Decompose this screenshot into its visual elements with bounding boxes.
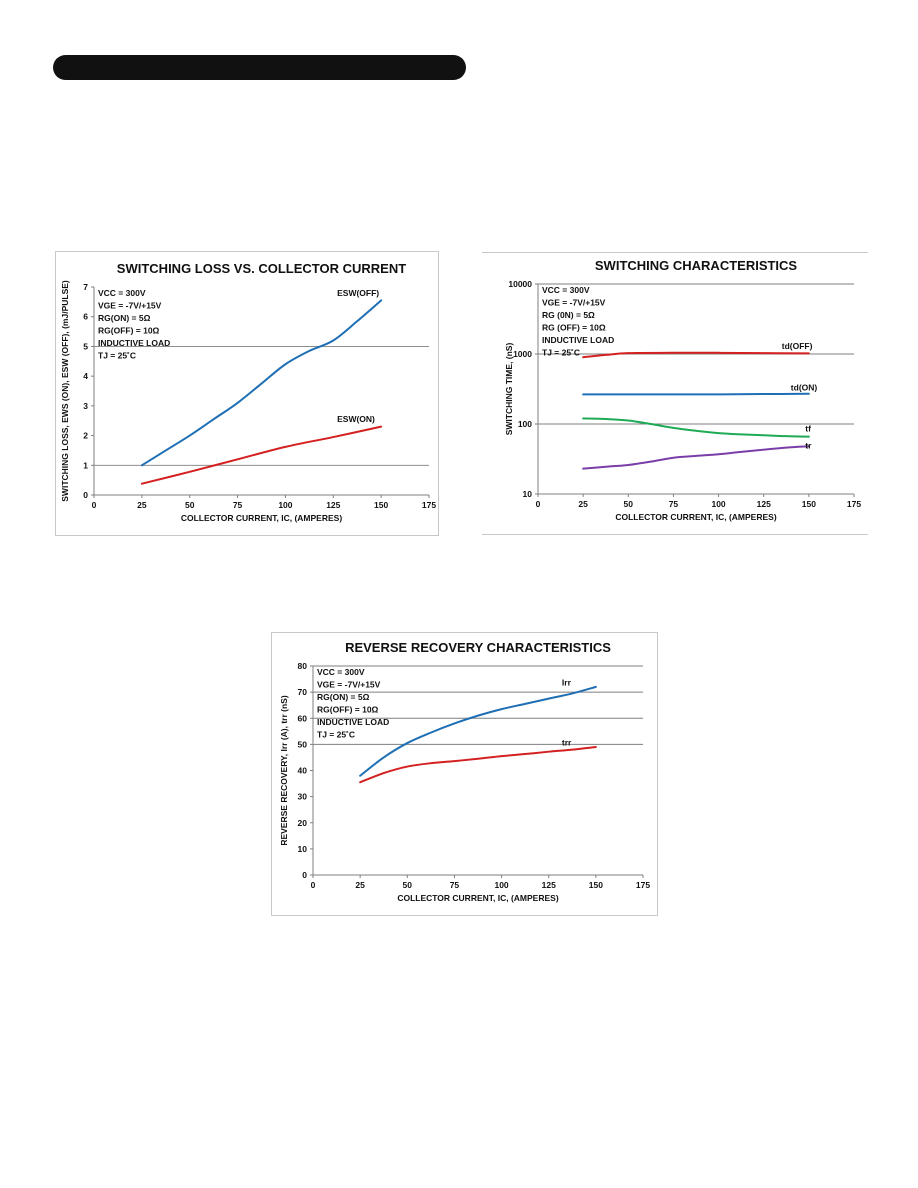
y-axis-label: SWITCHING TIME, (nS) (504, 343, 514, 436)
x-tick-label: 0 (536, 499, 541, 509)
x-tick-label: 75 (669, 499, 679, 509)
test-condition: RG(ON) = 5Ω (98, 313, 151, 323)
y-tick-label: 0 (83, 490, 88, 500)
x-tick-label: 75 (233, 500, 243, 510)
test-condition: RG (OFF) = 10Ω (542, 323, 606, 333)
y-tick-label: 10000 (508, 279, 532, 289)
test-condition: RG(ON) = 5Ω (317, 692, 370, 702)
series-label-td-off: td(OFF) (782, 341, 813, 351)
x-axis-label: COLLECTOR CURRENT, IC, (AMPERES) (397, 893, 559, 903)
y-tick-label: 10 (298, 844, 308, 854)
y-tick-label: 20 (298, 818, 308, 828)
x-tick-label: 100 (278, 500, 292, 510)
y-tick-label: 7 (83, 282, 88, 292)
series-label-trr: trr (562, 738, 572, 748)
test-condition: INDUCTIVE LOAD (98, 338, 170, 348)
x-tick-label: 0 (92, 500, 97, 510)
x-axis-label: COLLECTOR CURRENT, IC, (AMPERES) (181, 513, 343, 523)
x-tick-label: 25 (578, 499, 588, 509)
series-label-irr: Irr (562, 678, 572, 688)
y-tick-label: 4 (83, 371, 88, 381)
x-tick-label: 125 (326, 500, 340, 510)
y-tick-label: 80 (298, 661, 308, 671)
y-tick-label: 60 (298, 713, 308, 723)
series-line-td-on (582, 392, 810, 396)
test-condition: RG (0N) = 5Ω (542, 310, 595, 320)
series-line-esw-off (140, 299, 383, 467)
switching-loss-chart: SWITCHING LOSS VS. COLLECTOR CURRENT 0 25 5… (55, 251, 439, 536)
test-condition: INDUCTIVE LOAD (317, 717, 389, 727)
x-tick-label: 50 (624, 499, 634, 509)
series-line-td-off (582, 351, 810, 359)
y-tick-label: 6 (83, 312, 88, 322)
x-tick-label: 150 (374, 500, 388, 510)
test-condition: VCC = 300V (542, 285, 590, 295)
x-tick-label: 50 (403, 880, 413, 890)
switching-characteristics-chart: SWITCHING CHARACTERISTICS 0 25 50 75 100 125 15… (482, 252, 868, 535)
test-condition: INDUCTIVE LOAD (542, 335, 614, 345)
reverse-recovery-chart-svg: REVERSE RECOVERY CHARACTERISTICS 0 25 50 75 1… (279, 640, 650, 903)
test-condition: VCC = 300V (317, 667, 365, 677)
chart-title: SWITCHING LOSS VS. COLLECTOR CURRENT (117, 261, 406, 276)
series-label-tr: tr (805, 440, 812, 450)
test-condition: VGE = -7V/+15V (317, 680, 381, 690)
series-label-td-on: td(ON) (791, 383, 818, 393)
x-tick-label: 25 (137, 500, 147, 510)
y-tick-label: 30 (298, 792, 308, 802)
series-label-esw-off: ESW(OFF) (337, 288, 379, 298)
series-line-tr (582, 445, 810, 470)
y-axis-label: REVERSE RECOVERY, Irr (A), trr (nS) (279, 695, 289, 846)
switching-characteristics-chart-svg: SWITCHING CHARACTERISTICS 0 25 50 75 100 125 15… (504, 258, 861, 522)
series-line-esw-on (140, 425, 383, 485)
x-tick-label: 175 (636, 880, 650, 890)
test-condition: VGE = -7V/+15V (542, 298, 606, 308)
x-tick-label: 150 (802, 499, 816, 509)
section-header-bar (53, 55, 466, 80)
series-label-esw-on: ESW(ON) (337, 414, 375, 424)
test-condition: RG(OFF) = 10Ω (317, 705, 379, 715)
x-tick-label: 75 (450, 880, 460, 890)
chart-title: SWITCHING CHARACTERISTICS (595, 258, 798, 273)
x-tick-label: 50 (185, 500, 195, 510)
y-tick-label: 2 (83, 431, 88, 441)
test-condition: VCC = 300V (98, 288, 146, 298)
x-axis-label: COLLECTOR CURRENT, IC, (AMPERES) (615, 512, 777, 522)
test-condition: RG(OFF) = 10Ω (98, 326, 160, 336)
chart-title: REVERSE RECOVERY CHARACTERISTICS (345, 640, 611, 655)
x-tick-label: 100 (711, 499, 725, 509)
x-tick-label: 125 (542, 880, 556, 890)
series-line-trr (359, 745, 597, 784)
series-label-tf: tf (805, 424, 811, 434)
reverse-recovery-chart: REVERSE RECOVERY CHARACTERISTICS 0 25 50 75 1… (271, 632, 658, 916)
y-tick-label: 3 (83, 401, 88, 411)
y-tick-label: 100 (518, 419, 532, 429)
x-tick-label: 150 (589, 880, 603, 890)
y-tick-label: 70 (298, 687, 308, 697)
y-tick-label: 40 (298, 766, 308, 776)
y-axis-label: SWITCHING LOSS, EWS (ON), ESW (OFF), (mJ… (60, 280, 70, 502)
y-tick-label: 5 (83, 341, 88, 351)
y-tick-label: 10 (523, 489, 533, 499)
x-tick-label: 25 (355, 880, 365, 890)
x-tick-label: 125 (757, 499, 771, 509)
y-tick-label: 1000 (513, 349, 532, 359)
x-tick-label: 175 (422, 500, 436, 510)
series-line-tf (582, 417, 810, 438)
y-tick-label: 50 (298, 739, 308, 749)
x-tick-label: 100 (494, 880, 508, 890)
test-condition: TJ = 25˚C (542, 348, 580, 358)
series-line-irr (359, 685, 597, 777)
y-tick-label: 1 (83, 460, 88, 470)
test-condition: TJ = 25˚C (317, 730, 355, 740)
test-condition: VGE = -7V/+15V (98, 301, 162, 311)
x-tick-label: 0 (311, 880, 316, 890)
x-tick-label: 175 (847, 499, 861, 509)
y-tick-label: 0 (302, 870, 307, 880)
test-condition: TJ = 25˚C (98, 351, 136, 361)
